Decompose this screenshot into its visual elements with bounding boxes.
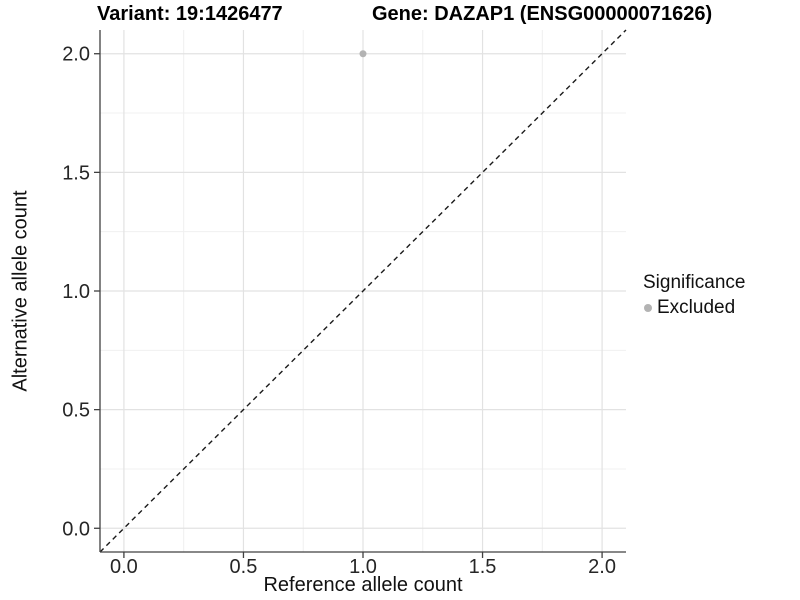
- x-tick-label: 0.5: [230, 556, 258, 578]
- y-tick-label: 1.0: [62, 281, 90, 303]
- plot-title-gene: Gene: DAZAP1 (ENSG00000071626): [372, 3, 713, 25]
- plot-title-variant: Variant: 19:1426477: [97, 3, 283, 25]
- x-axis-title: Reference allele count: [263, 574, 463, 596]
- x-tick-label: 1.5: [469, 556, 497, 578]
- x-tick-label: 1.0: [349, 556, 377, 578]
- data-point: [359, 50, 367, 58]
- legend-title: Significance: [643, 272, 746, 293]
- y-tick-label: 2.0: [62, 44, 90, 66]
- identity-line: [99, 29, 627, 553]
- y-tick-label: 0.5: [62, 400, 90, 422]
- x-tick-label: 2.0: [588, 556, 616, 578]
- x-tick-label: 0.0: [110, 556, 138, 578]
- legend-item-excluded: Excluded: [643, 297, 745, 319]
- legend-point-icon: [644, 304, 652, 312]
- y-tick-label: 1.5: [62, 162, 90, 184]
- legend: Significance Excluded: [643, 272, 745, 319]
- legend-item-label: Excluded: [657, 297, 736, 318]
- y-axis-title: Alternative allele count: [9, 190, 32, 392]
- plot-title: Variant: 19:1426477 Gene: DAZAP1 (ENSG00…: [0, 3, 800, 27]
- y-tick-label: 0.0: [62, 518, 90, 540]
